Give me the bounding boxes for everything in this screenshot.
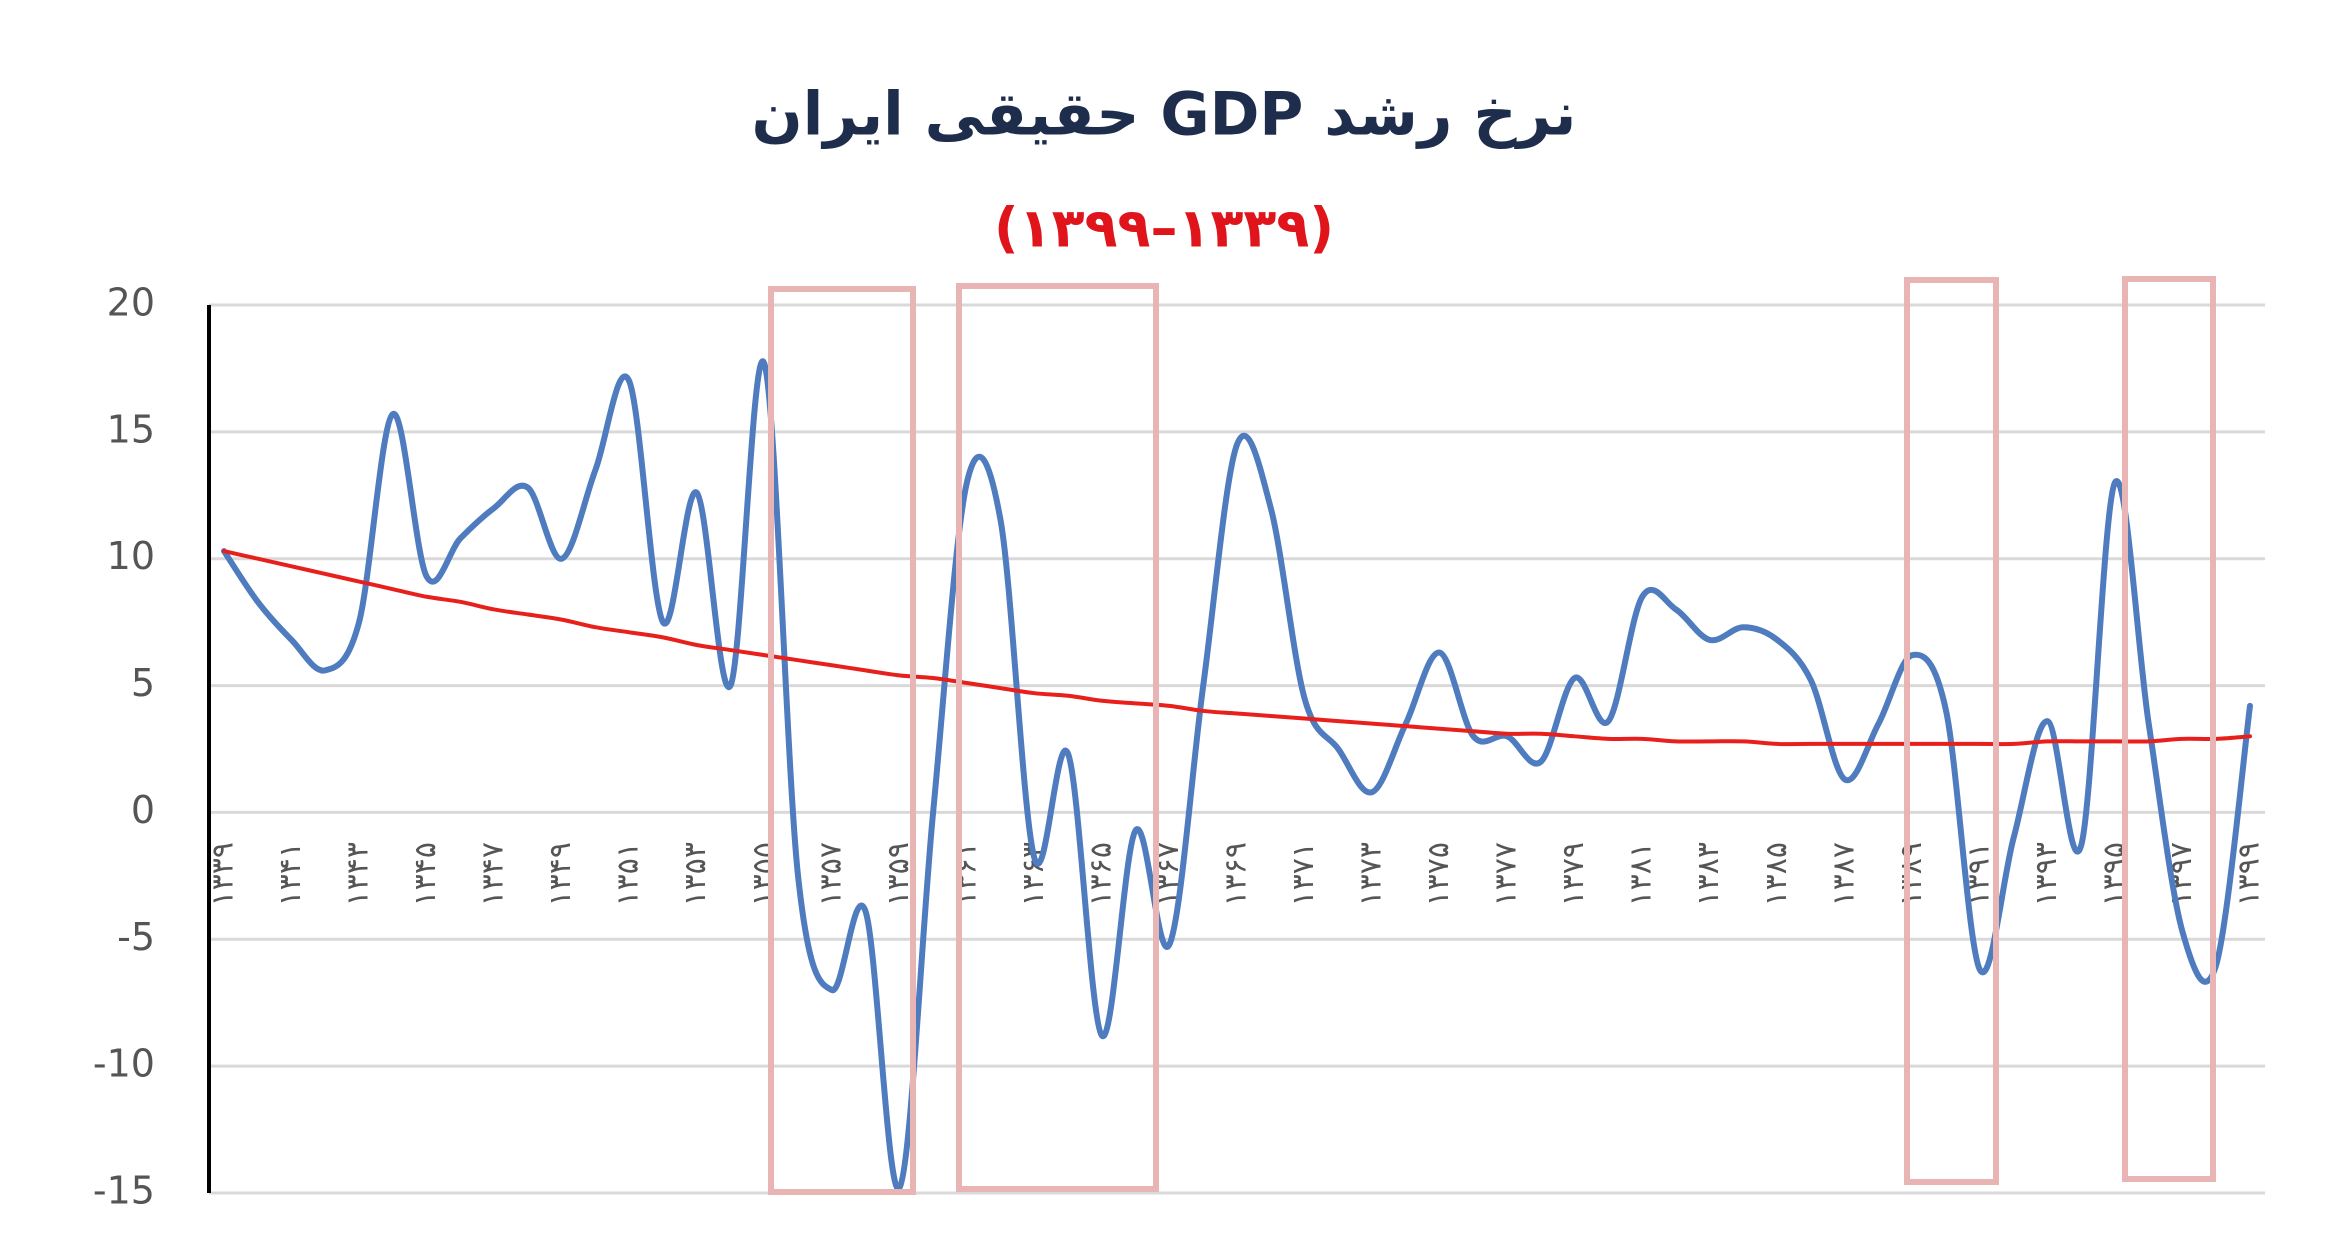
x-tick-label: ۱۳۴۷ [476,842,511,906]
x-tick-label: ۱۳۷۵ [1421,842,1456,906]
x-tick-label: ۱۳۶۹ [1219,842,1254,906]
highlight-box [1904,277,1999,1185]
highlight-box [956,283,1159,1192]
data-line [221,358,2253,1192]
x-tick-label: ۱۳۹۹ [2232,842,2267,906]
trend-line [222,549,2252,747]
x-tick-label: ۱۳۷۳ [1354,842,1389,906]
y-tick-label: -10 [93,1042,155,1086]
x-tick-label: ۱۳۹۳ [2029,842,2064,906]
chart-subtitle: (۱۳۳۹–۱۳۹۹) [994,197,1334,260]
x-tick-label: ۱۳۳۹ [206,842,241,906]
y-tick-label: 15 [107,407,155,451]
x-tick-label: ۱۳۸۹ [1894,842,1929,906]
x-tick-label: ۱۳۴۹ [543,842,578,906]
x-tick-label: ۱۳۴۱ [273,842,308,906]
x-tick-label: ۱۳۵۵ [746,842,781,906]
y-tick-label: -5 [117,915,155,959]
x-tick-label: ۱۳۸۵ [1759,842,1794,906]
x-tick-label: ۱۳۸۱ [1624,842,1659,906]
y-tick-label: 0 [131,788,155,832]
y-tick-label: 20 [107,281,155,325]
x-tick-label: ۱۳۸۷ [1826,842,1861,906]
x-tick-label: ۱۳۷۹ [1556,842,1591,906]
x-tick-label: ۱۳۵۳ [678,842,713,906]
x-tick-label: ۱۳۴۵ [408,842,443,906]
highlight-boxes [768,276,2216,1195]
x-tick-label: ۱۳۴۳ [341,842,376,906]
y-tick-label: 10 [107,534,155,578]
chart-title: نرخ رشد GDP حقیقی ایران [752,80,1577,150]
highlight-box [768,286,916,1195]
x-tick-label: ۱۳۵۱ [611,842,646,906]
grid [209,303,2265,1195]
x-tick-label: ۱۳۶۵ [1083,842,1118,906]
x-tick-label: ۱۳۷۷ [1489,842,1524,906]
x-tick-label: ۱۳۶۱ [948,842,983,906]
x-tick-label: ۱۳۵۷ [813,842,848,906]
y-tick-label: -15 [93,1169,155,1213]
highlight-box [2122,276,2216,1182]
y-tick-label: 5 [131,661,155,705]
x-tick-label: ۱۳۸۳ [1691,842,1726,906]
x-tick-label: ۱۳۷۱ [1286,842,1321,906]
